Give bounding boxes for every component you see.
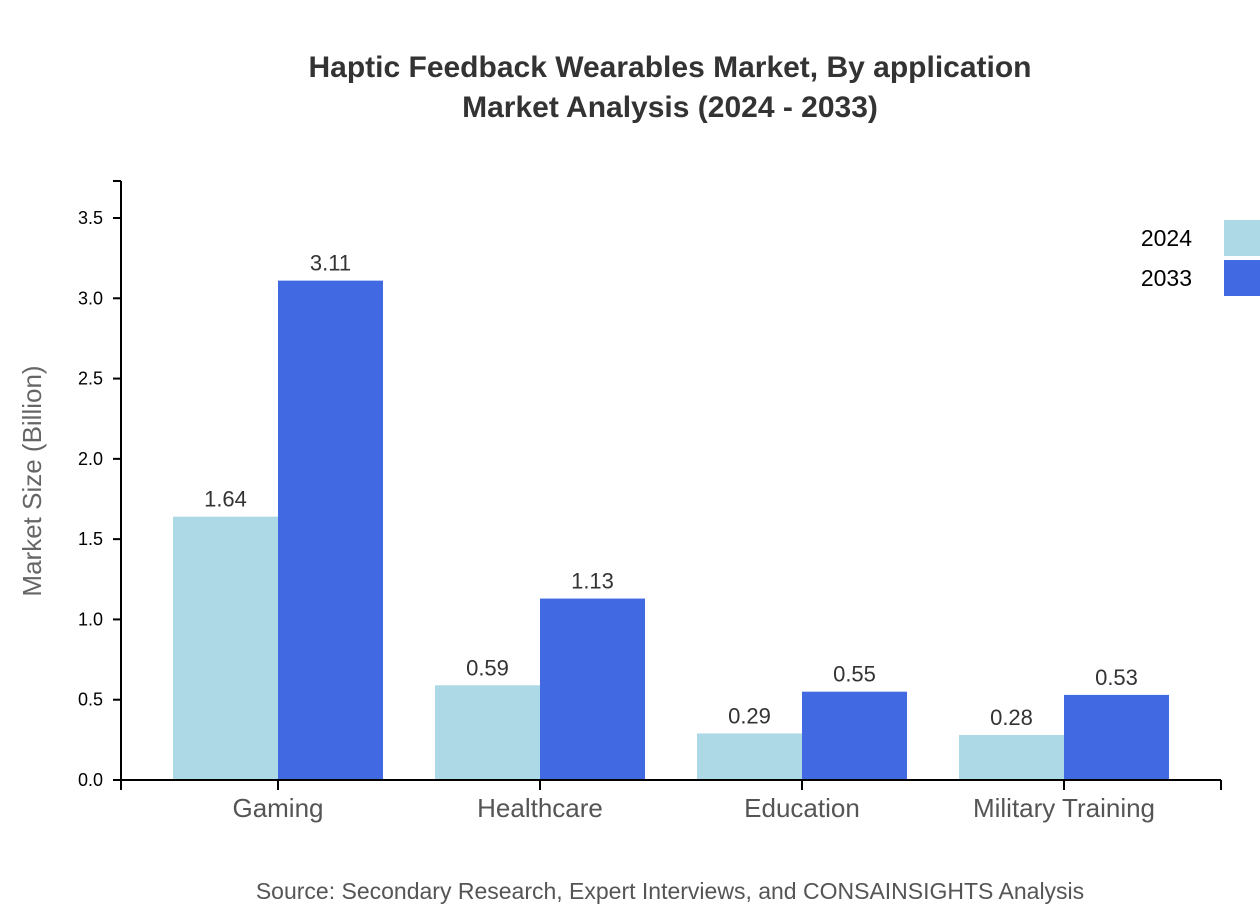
source-note: Source: Secondary Research, Expert Inter… <box>255 878 1085 904</box>
y-tick-label: 1.0 <box>78 609 103 629</box>
x-tick-label: Military Training <box>973 793 1155 823</box>
x-tick-label: Gaming <box>232 793 323 823</box>
legend-label: 2024 <box>1141 225 1192 251</box>
bar-healthcare-2033 <box>540 598 645 780</box>
y-axis-label: Market Size (Billion) <box>17 365 47 596</box>
y-tick-label: 3.0 <box>78 288 103 308</box>
value-label: 0.53 <box>1095 665 1138 690</box>
bar-military-training-2033 <box>1064 694 1169 780</box>
value-label: 0.55 <box>833 662 876 687</box>
bar-healthcare-2024 <box>435 685 540 780</box>
x-tick-label: Healthcare <box>477 793 603 823</box>
x-tick-label: Education <box>744 793 860 823</box>
bar-gaming-2033 <box>278 280 383 780</box>
y-tick-label: 2.0 <box>78 449 103 469</box>
bar-education-2033 <box>802 691 907 780</box>
value-label: 1.64 <box>204 487 247 512</box>
bars-group <box>173 280 1169 780</box>
x-axis: Gaming Healthcare Education Military Traini… <box>120 779 1222 823</box>
value-label: 3.11 <box>310 251 351 276</box>
y-axis: 0.0 0.5 1.0 1.5 2.0 2.5 3.0 3.5 <box>78 180 122 790</box>
y-tick-label: 3.5 <box>78 208 103 228</box>
value-label: 0.59 <box>466 655 509 680</box>
chart-title: Haptic Feedback Wearables Market, By app… <box>308 51 1032 84</box>
value-label: 0.29 <box>728 703 771 728</box>
chart-subtitle: Market Analysis (2024 - 2033) <box>462 91 878 124</box>
legend-label: 2033 <box>1141 265 1192 291</box>
value-label: 0.28 <box>990 705 1033 730</box>
bar-military-training-2024 <box>959 735 1064 780</box>
y-tick-label: 1.5 <box>78 529 103 549</box>
value-labels: 1.64 3.11 0.59 1.13 0.29 0.55 0.28 0.53 <box>204 251 1138 730</box>
y-tick-label: 0.0 <box>78 770 103 790</box>
y-tick-label: 2.5 <box>78 369 103 389</box>
bar-gaming-2024 <box>173 516 278 780</box>
y-tick-label: 0.5 <box>78 690 103 710</box>
legend: 2024 2033 <box>1141 220 1260 296</box>
bar-education-2024 <box>697 733 802 780</box>
value-label: 1.13 <box>571 569 614 594</box>
